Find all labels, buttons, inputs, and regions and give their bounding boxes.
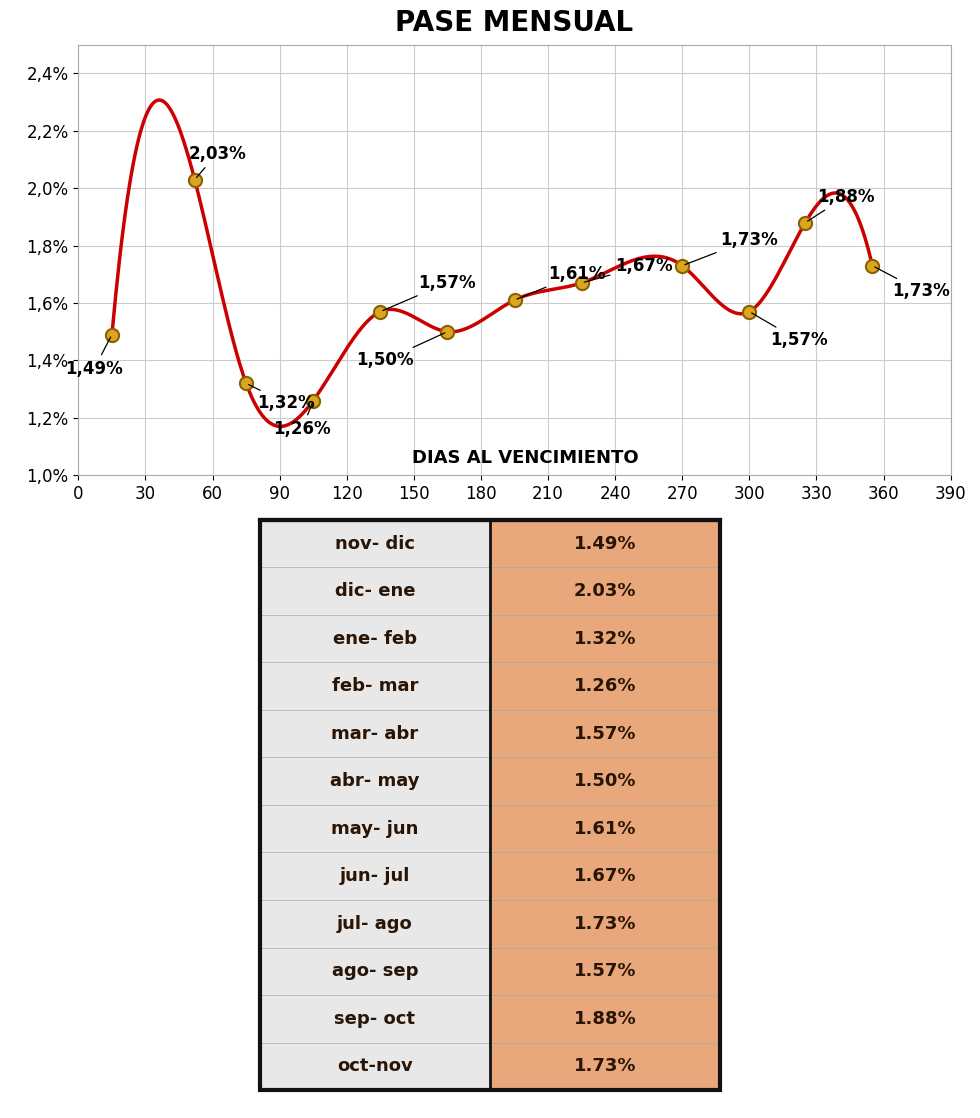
Point xyxy=(864,257,880,275)
Text: 1,88%: 1,88% xyxy=(808,188,874,221)
Point xyxy=(306,391,321,409)
Text: 1,57%: 1,57% xyxy=(383,274,476,311)
Point xyxy=(742,303,758,321)
Text: 1,57%: 1,57% xyxy=(752,313,827,349)
Text: 1.67%: 1.67% xyxy=(574,868,636,885)
Text: 1,73%: 1,73% xyxy=(685,230,778,265)
Point xyxy=(238,375,254,392)
Text: 1,50%: 1,50% xyxy=(356,333,445,369)
Text: ago- sep: ago- sep xyxy=(331,963,418,980)
Point xyxy=(440,323,456,341)
Point xyxy=(573,274,589,292)
Text: jun- jul: jun- jul xyxy=(340,868,410,885)
Text: 1,73%: 1,73% xyxy=(875,267,951,301)
Text: 2.03%: 2.03% xyxy=(574,582,636,600)
Text: 1.32%: 1.32% xyxy=(574,629,636,647)
Text: sep- oct: sep- oct xyxy=(334,1010,416,1027)
Text: 1.57%: 1.57% xyxy=(574,724,636,742)
Text: 1.88%: 1.88% xyxy=(573,1010,637,1027)
Text: 1.57%: 1.57% xyxy=(574,963,636,980)
Point xyxy=(674,257,690,275)
Text: 1,49%: 1,49% xyxy=(66,337,122,378)
Point xyxy=(798,214,813,231)
Text: 1,32%: 1,32% xyxy=(249,385,316,413)
Text: oct-nov: oct-nov xyxy=(337,1058,413,1076)
Text: 1.73%: 1.73% xyxy=(574,1058,636,1076)
Text: 2,03%: 2,03% xyxy=(188,144,246,178)
Text: 1.49%: 1.49% xyxy=(574,534,636,552)
Text: ene- feb: ene- feb xyxy=(333,629,416,647)
Text: jul- ago: jul- ago xyxy=(337,915,413,932)
Point xyxy=(187,171,203,189)
Text: 1.61%: 1.61% xyxy=(574,819,636,837)
Text: may- jun: may- jun xyxy=(331,819,418,837)
Text: feb- mar: feb- mar xyxy=(331,678,418,695)
Text: 1,61%: 1,61% xyxy=(517,265,606,299)
Text: 1,26%: 1,26% xyxy=(273,404,331,438)
Text: 1.73%: 1.73% xyxy=(574,915,636,932)
Text: 1,67%: 1,67% xyxy=(584,257,673,282)
Text: abr- may: abr- may xyxy=(330,773,419,790)
Text: dic- ene: dic- ene xyxy=(334,582,416,600)
Text: 1.26%: 1.26% xyxy=(574,678,636,695)
Title: PASE MENSUAL: PASE MENSUAL xyxy=(396,9,633,37)
Text: nov- dic: nov- dic xyxy=(335,534,415,552)
Point xyxy=(104,325,120,343)
Text: 1.50%: 1.50% xyxy=(574,773,636,790)
Text: DIAS AL VENCIMIENTO: DIAS AL VENCIMIENTO xyxy=(413,448,639,466)
Point xyxy=(372,303,388,321)
Text: mar- abr: mar- abr xyxy=(331,724,418,742)
Point xyxy=(507,291,522,309)
